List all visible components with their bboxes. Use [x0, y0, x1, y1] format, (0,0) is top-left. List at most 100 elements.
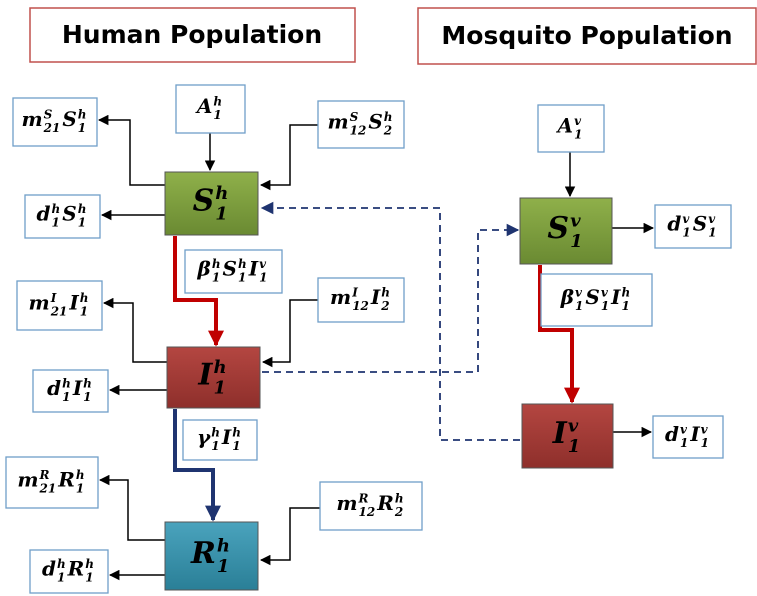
compartment-box	[164, 171, 259, 236]
subscript: 1	[215, 204, 228, 225]
subscript: 12	[352, 299, 369, 313]
superscript: v	[701, 422, 709, 436]
symbol: R	[376, 491, 394, 515]
symbol: S	[223, 257, 237, 281]
superscript: v	[568, 416, 579, 437]
rate-box	[319, 481, 423, 531]
superscript: h	[85, 557, 94, 571]
symbol: S	[62, 107, 76, 131]
rate-box	[32, 369, 109, 413]
symbol: γ	[197, 425, 211, 449]
symbol: m	[336, 491, 357, 515]
subscript: 12	[350, 124, 367, 138]
subscript: 2	[380, 299, 389, 313]
symbol: d	[667, 212, 681, 236]
symbol: m	[29, 291, 50, 315]
compartment-box	[519, 197, 613, 265]
subscript: 1	[701, 436, 709, 450]
symbol: S	[193, 184, 215, 219]
infection-arrow	[538, 265, 580, 404]
arrow	[98, 474, 165, 541]
compartment-box	[521, 403, 614, 469]
symbol: d	[47, 376, 61, 400]
arrow	[259, 124, 318, 191]
symbol: S	[547, 211, 569, 246]
subscript: 1	[217, 556, 230, 577]
symbol: S	[693, 212, 707, 236]
subscript: 1	[682, 226, 690, 240]
symbol: R	[57, 468, 75, 492]
rate-box	[182, 419, 258, 461]
subscript: 1	[259, 271, 267, 285]
superscript: R	[39, 468, 50, 482]
superscript: h	[238, 257, 247, 271]
subscript: 21	[39, 482, 57, 496]
symbol: d	[42, 557, 56, 581]
arrow	[97, 114, 165, 186]
superscript: h	[76, 468, 85, 482]
superscript: v	[575, 285, 583, 299]
superscript: h	[80, 291, 89, 305]
superscript: S	[350, 110, 359, 124]
rate-box	[24, 194, 101, 239]
symbol: I	[370, 285, 381, 309]
superscript: R	[358, 491, 369, 505]
rate-box	[317, 100, 405, 149]
subscript: 1	[708, 226, 716, 240]
superscript: v	[601, 285, 609, 299]
symbol: m	[330, 285, 351, 309]
symbol: I	[610, 285, 621, 309]
rate-box	[654, 204, 732, 249]
symbol: I	[221, 425, 232, 449]
symbol: I	[197, 358, 213, 393]
superscript: I	[50, 291, 57, 305]
symbol: A	[195, 94, 213, 118]
symbol: S	[585, 285, 599, 309]
superscript: h	[212, 257, 221, 271]
superscript: h	[213, 94, 222, 108]
subscript: 2	[383, 124, 392, 138]
superscript: h	[381, 285, 390, 299]
arrow	[259, 507, 320, 566]
symbol: R	[190, 536, 216, 571]
symbol: m	[17, 468, 38, 492]
subscript: 1	[213, 108, 221, 122]
header-box	[29, 7, 356, 63]
subscript: 1	[78, 121, 86, 135]
superscript: v	[259, 257, 267, 271]
rate-box	[175, 84, 246, 134]
superscript: v	[574, 114, 582, 128]
subscript: 1	[601, 299, 609, 313]
rate-box	[184, 249, 283, 294]
rate-box	[12, 97, 98, 147]
symbol: β	[560, 285, 574, 309]
superscript: h	[622, 285, 631, 299]
symbol: R	[67, 557, 85, 581]
superscript: v	[570, 211, 581, 232]
subscript: 1	[574, 128, 582, 142]
